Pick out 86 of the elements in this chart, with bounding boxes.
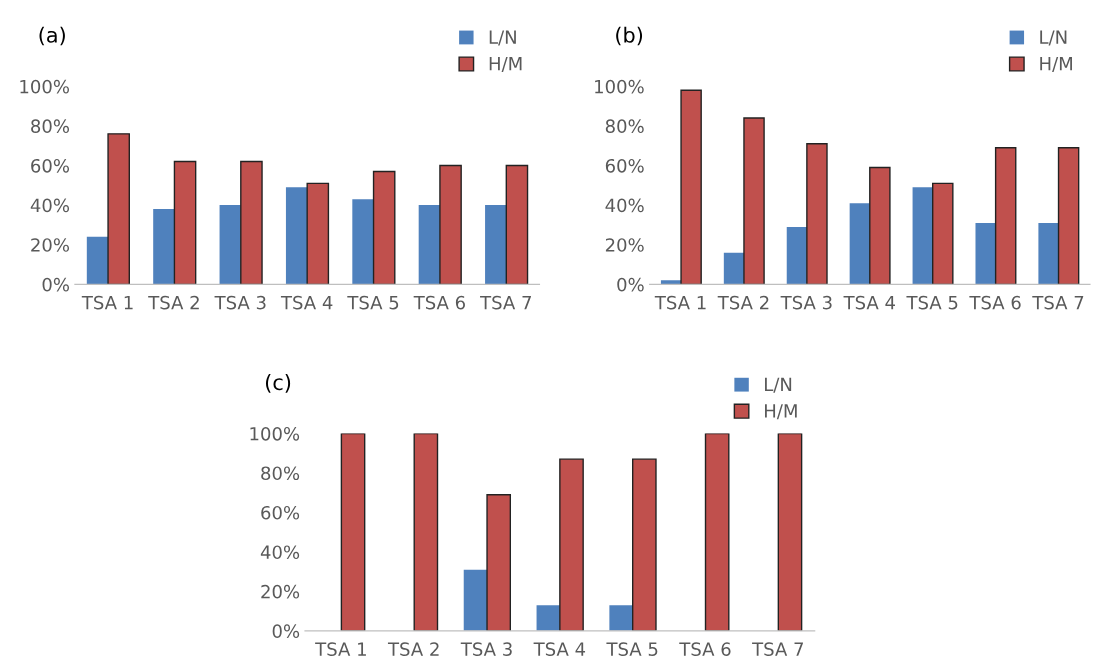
x-tick-label: TSA 4: [280, 295, 333, 310]
bar: [660, 280, 682, 285]
bar: [912, 187, 933, 285]
bar: [777, 433, 803, 631]
legend-label: H/M: [765, 404, 797, 420]
x-tick-label: TSA 2: [717, 295, 769, 310]
bar: [609, 605, 633, 631]
y-tick-label: 100%: [595, 79, 644, 94]
bar: [704, 433, 730, 631]
bar: [486, 493, 512, 631]
x-tick-label: TSA 3: [214, 295, 266, 310]
bar: [352, 199, 374, 285]
chart-title: (c): [265, 374, 291, 393]
bar: [869, 166, 891, 285]
y-tick-label: 80%: [605, 119, 644, 134]
bar: [285, 187, 308, 285]
bar: [340, 433, 366, 631]
y-tick-label: 80%: [31, 119, 70, 134]
bar: [743, 117, 765, 285]
x-tick-label: TSA 3: [460, 642, 512, 656]
bar: [153, 209, 175, 285]
y-tick-label: 0%: [617, 277, 644, 292]
bar: [418, 205, 440, 285]
bar: [173, 160, 197, 285]
bar: [306, 182, 330, 285]
y-tick-label: 100%: [20, 79, 70, 94]
legend-label: H/M: [1040, 57, 1072, 72]
bar: [463, 569, 488, 631]
bar: [372, 170, 396, 285]
y-tick-label: 20%: [31, 238, 70, 252]
x-tick-label: TSA 6: [413, 295, 465, 310]
bar: [723, 252, 744, 285]
x-tick-label: TSA 7: [1032, 295, 1084, 310]
chart-title: (b): [616, 26, 643, 46]
bar: [786, 226, 807, 285]
bar: [485, 205, 507, 285]
x-tick-label: TSA 4: [533, 642, 586, 656]
x-tick-label: TSA 2: [387, 642, 439, 656]
bar: [559, 458, 584, 631]
bar: [1038, 222, 1059, 285]
bar: [505, 164, 529, 285]
x-tick-label: TSA 2: [148, 295, 199, 310]
bar: [413, 433, 439, 631]
legend-label: L/N: [765, 377, 792, 393]
y-tick-label: 60%: [31, 158, 70, 173]
y-tick-label: 60%: [261, 505, 300, 520]
bar: [1057, 146, 1080, 285]
bar: [536, 605, 560, 631]
bar: [680, 89, 702, 285]
x-tick-label: TSA 1: [81, 295, 133, 310]
x-tick-label: TSA 3: [780, 295, 832, 310]
bar: [932, 182, 954, 285]
legend-label: L/N: [489, 30, 516, 46]
y-tick-label: 40%: [260, 545, 300, 560]
x-tick-label: TSA 6: [679, 642, 731, 656]
bar: [86, 236, 109, 285]
bar: [631, 458, 657, 631]
bar: [994, 146, 1017, 285]
y-tick-label: 60%: [605, 158, 644, 173]
x-tick-label: TSA 5: [606, 642, 658, 656]
y-tick-label: 0%: [272, 624, 300, 638]
y-tick-label: 20%: [605, 238, 644, 252]
bar: [240, 160, 263, 285]
x-tick-label: TSA 5: [347, 295, 399, 310]
legend-label: L/N: [1040, 30, 1067, 46]
bar: [849, 203, 870, 285]
bar: [219, 205, 241, 285]
x-tick-label: TSA 1: [654, 295, 706, 310]
chart-title: (a): [39, 26, 65, 46]
y-tick-label: 100%: [250, 426, 300, 441]
y-tick-label: 0%: [42, 277, 70, 292]
bar: [975, 222, 996, 285]
y-tick-label: 40%: [30, 198, 70, 213]
x-tick-label: TSA 6: [969, 295, 1021, 310]
y-tick-label: 20%: [261, 584, 300, 599]
y-tick-label: 80%: [261, 466, 300, 481]
x-tick-label: TSA 7: [752, 642, 803, 656]
x-tick-label: TSA 5: [906, 295, 958, 310]
x-tick-label: TSA 1: [315, 642, 366, 656]
y-tick-label: 40%: [605, 198, 644, 213]
bar: [806, 143, 828, 285]
x-tick-label: TSA 4: [843, 295, 895, 310]
bar: [439, 164, 462, 285]
bar: [107, 133, 130, 285]
x-tick-label: TSA 7: [480, 295, 531, 310]
legend-label: H/M: [489, 57, 522, 72]
